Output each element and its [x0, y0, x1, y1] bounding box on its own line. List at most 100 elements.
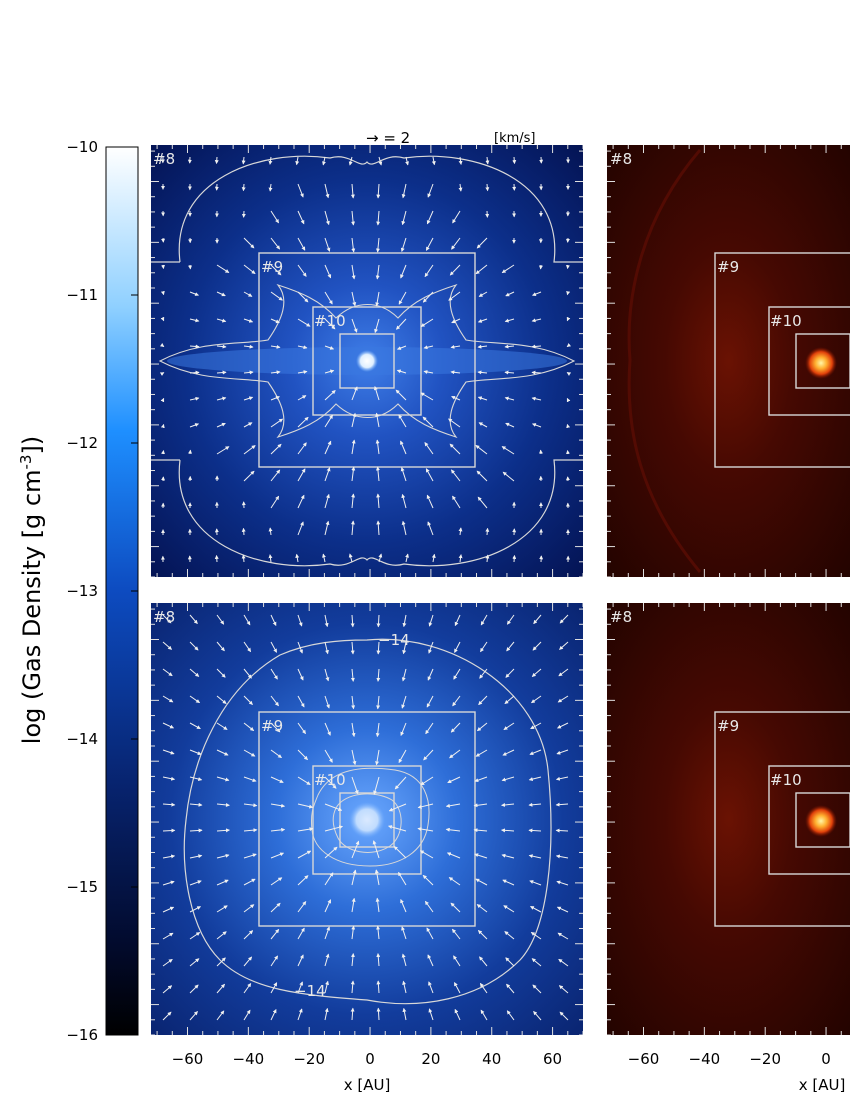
velocity-arrow [297, 695, 305, 708]
velocity-arrow [350, 641, 355, 655]
velocity-arrow [477, 396, 488, 401]
velocity-arrow [417, 803, 434, 809]
velocity-arrow [426, 210, 434, 225]
velocity-arrow [324, 825, 344, 832]
velocity-arrow [216, 722, 228, 730]
velocity-arrow [400, 898, 407, 913]
velocity-arrow [268, 554, 273, 563]
velocity-arrow [559, 641, 569, 650]
velocity-arrow [398, 291, 407, 305]
velocity-arrow [378, 156, 383, 166]
velocity-arrow [372, 840, 380, 859]
velocity-arrow [297, 901, 307, 913]
velocity-arrow [189, 344, 200, 349]
velocity-arrow [297, 1008, 303, 1021]
velocity-vectors-bottom [162, 614, 569, 1021]
velocity-arrow [451, 237, 461, 250]
velocity-arrow [452, 210, 461, 224]
grid-label-8: #8 [153, 150, 175, 168]
velocity-arrow [270, 344, 281, 349]
velocity-arrow [557, 932, 569, 940]
velocity-arrow [324, 926, 331, 940]
velocity-arrow [533, 1010, 542, 1021]
velocity-arrow [502, 749, 515, 756]
velocity-arrow [555, 776, 569, 781]
velocity-arrow [270, 396, 280, 401]
velocity-arrow [324, 1007, 329, 1021]
velocity-arrow [162, 695, 174, 703]
velocity-arrow [351, 749, 357, 766]
velocity-arrow [375, 749, 380, 766]
velocity-arrow [428, 1008, 434, 1021]
velocity-arrow [351, 695, 356, 710]
x-tick-label: −40 [689, 1050, 721, 1068]
velocity-arrow [162, 668, 173, 677]
velocity-arrow [297, 345, 308, 350]
velocity-arrow [243, 982, 252, 994]
velocity-arrow [216, 344, 227, 349]
velocity-arrow [350, 1007, 355, 1021]
velocity-arrow [476, 722, 488, 732]
x-tick-label: −60 [172, 1050, 204, 1068]
velocity-arrow [270, 928, 280, 940]
velocity-arrow [243, 264, 256, 275]
velocity-arrow [324, 318, 336, 330]
velocity-arrow [423, 370, 434, 374]
velocity-arrow [241, 527, 246, 536]
central-blob-bottom [349, 802, 385, 838]
axis-ticks-top-left [151, 145, 583, 577]
velocity-arrow [324, 803, 343, 812]
velocity-arrow [270, 776, 284, 783]
velocity-arrow [162, 722, 175, 729]
velocity-arrow [243, 828, 258, 833]
velocity-arrow [502, 879, 515, 886]
velocity-arrow [324, 722, 331, 736]
velocity-arrow [324, 210, 330, 226]
grid-label-10-right-bottom: #10 [770, 771, 802, 789]
velocity-arrow [477, 496, 488, 509]
velocity-arrow [160, 397, 165, 403]
velocity-arrow [451, 395, 461, 401]
velocity-arrow [297, 827, 314, 832]
velocity-arrow [351, 412, 357, 428]
velocity-arrow [428, 641, 434, 654]
velocity-arrow [453, 982, 461, 994]
velocity-arrow [479, 982, 488, 994]
colorbar-tick-label: −14 [66, 730, 98, 748]
velocity-arrow [388, 825, 407, 832]
velocity-arrow [475, 445, 488, 455]
velocity-arrow [268, 156, 273, 165]
velocity-arrow [401, 210, 407, 226]
velocity-arrow [376, 668, 381, 682]
velocity-arrow [376, 980, 381, 994]
grid-box-10-right [768, 306, 850, 416]
velocity-arrow [216, 614, 225, 625]
velocity-arrow [243, 776, 257, 782]
velocity-arrow [529, 749, 542, 756]
velocity-arrow [322, 553, 326, 563]
velocity-arrow [402, 980, 407, 994]
colorbar-tick-label: −16 [66, 1026, 98, 1044]
velocity-arrow [216, 264, 230, 273]
x-tick-labels-left: −60 −40 −20 0 20 40 60 [172, 1050, 562, 1068]
velocity-arrow [555, 854, 569, 859]
velocity-arrow [216, 749, 229, 756]
velocity-arrow [452, 695, 461, 707]
velocity-arrow [351, 722, 356, 738]
velocity-arrow [189, 958, 200, 967]
velocity-arrow [505, 957, 515, 967]
velocity-arrow [528, 802, 542, 807]
velocity-arrow [424, 442, 434, 455]
velocity-arrow [425, 722, 434, 735]
velocity-arrow [297, 954, 304, 967]
velocity-arrow [350, 614, 355, 628]
velocity-arrow [297, 521, 304, 536]
velocity-arrow [566, 397, 571, 403]
velocity-arrow [216, 802, 230, 807]
velocity-arrow [270, 668, 278, 680]
velocity-arrow [555, 828, 569, 833]
velocity-arrow [297, 981, 304, 994]
velocity-arrow [479, 956, 488, 967]
velocity-arrow [351, 776, 359, 795]
